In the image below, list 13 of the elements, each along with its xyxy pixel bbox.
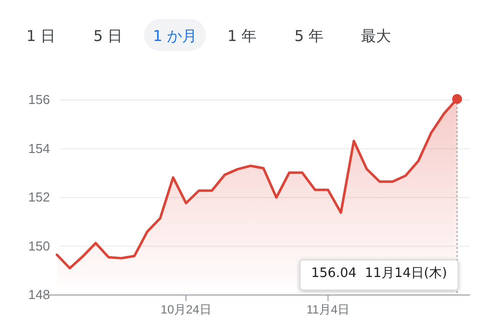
text: 1 年 [227,27,257,45]
text: 1 か月 [152,27,198,45]
y-tick-label: 152 [28,190,50,205]
text: 5 日 [93,27,123,45]
y-tick-label: 154 [28,140,50,156]
y-tick-label: 150 [28,238,50,254]
text: 5 年 [294,27,324,45]
text: 最大 [361,27,391,45]
annotation: 156.04 11月14日(木) [311,266,448,281]
y-tick-label: 156 [28,92,50,108]
text: 1 日 [26,27,56,45]
x-tick-label: 11月4日 [306,302,350,317]
x-tick-label: 10月24日 [160,302,212,317]
